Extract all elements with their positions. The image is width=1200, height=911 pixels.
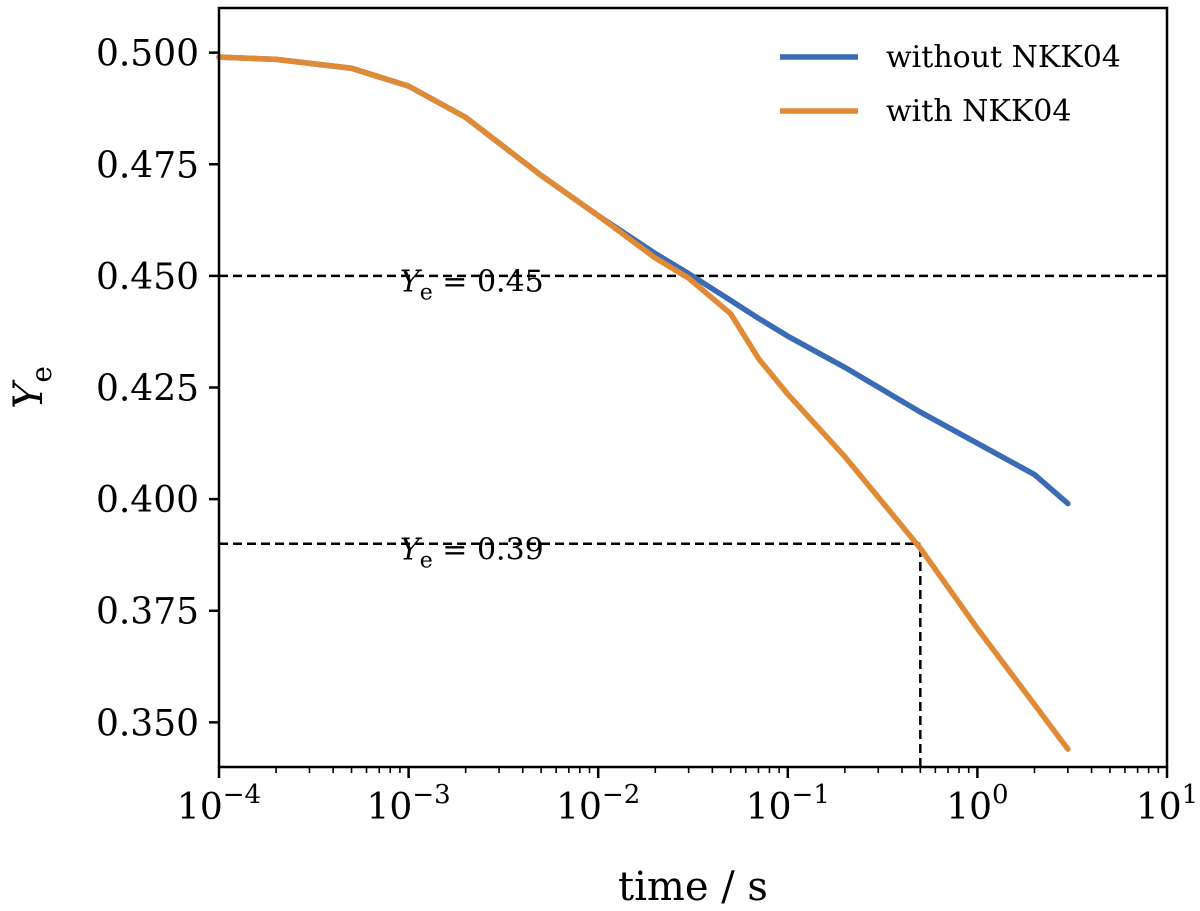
series-lines <box>216 54 1071 752</box>
y-tick-label: 0.450 <box>96 257 199 298</box>
y-tick-label: 0.425 <box>96 369 199 410</box>
y-tick-label: 0.375 <box>96 592 199 633</box>
axes: 0.350 0.375 0.400 0.425 0.450 0.475 0.500 10−4 1… <box>6 6 1198 910</box>
reference-lines <box>219 274 1167 767</box>
y-tick-label: 0.350 <box>96 703 199 744</box>
y-tick-label: 0.400 <box>96 480 199 521</box>
legend: without NKK04 with NKK04 <box>780 40 1121 129</box>
annotations: Ye = 0.45 Ye = 0.39 <box>400 265 544 574</box>
y-axis-title: Ye <box>6 366 58 409</box>
annotation-label: Ye = 0.39 <box>400 532 544 573</box>
x-tick-label: 10−3 <box>367 780 451 828</box>
y-tick-label: 0.475 <box>96 145 199 186</box>
series-line-with-nkk04 <box>216 54 1071 752</box>
annotation-label: Ye = 0.45 <box>400 265 544 306</box>
y-tick-label: 0.500 <box>96 34 199 75</box>
x-tick-label: 10−2 <box>556 780 640 828</box>
x-tick-label: 100 <box>946 780 1008 828</box>
x-axis-title: time / s <box>618 864 768 910</box>
x-tick-label: 10−4 <box>177 780 261 828</box>
x-tick-label: 10−1 <box>746 780 830 828</box>
x-tick-label: 101 <box>1136 780 1198 828</box>
legend-label: with NKK04 <box>886 94 1071 129</box>
legend-label: without NKK04 <box>886 40 1121 75</box>
